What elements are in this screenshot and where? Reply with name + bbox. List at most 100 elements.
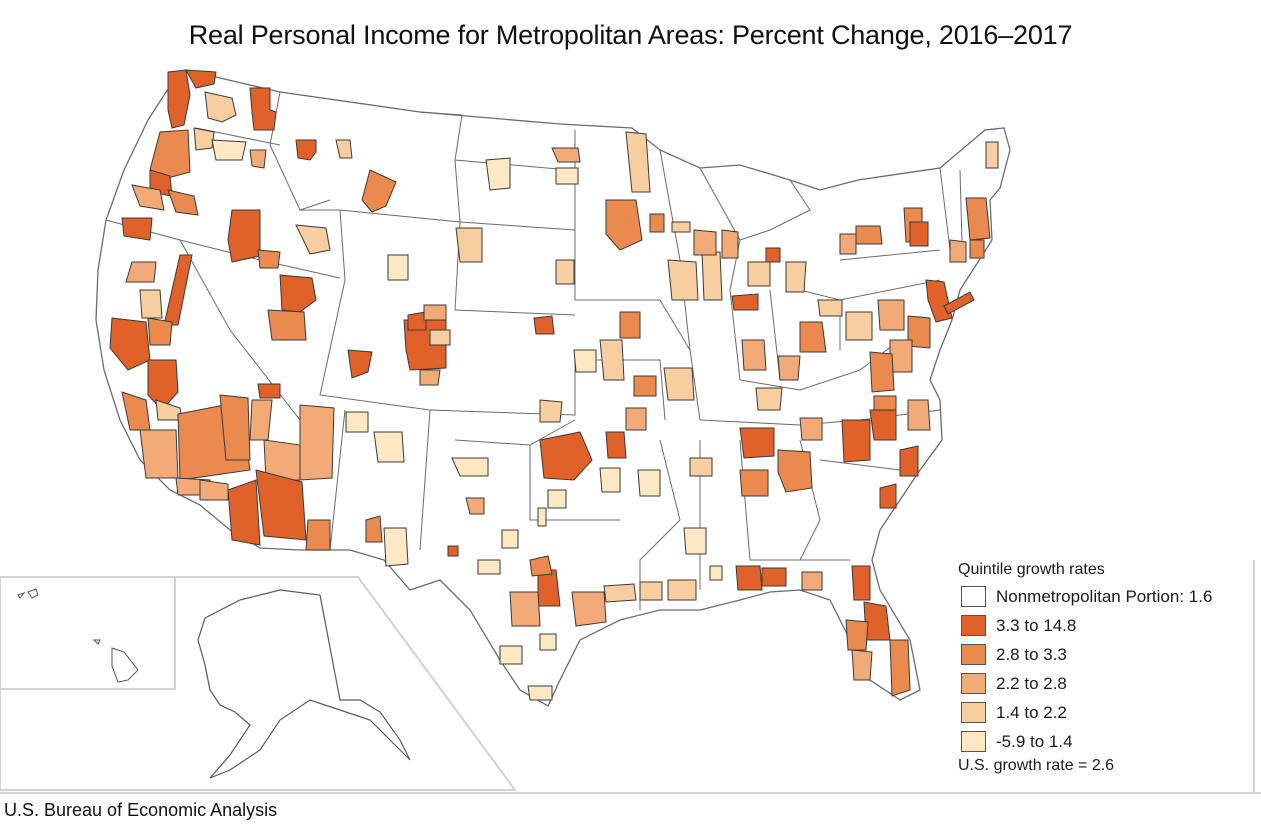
metro-area-harrisburg bbox=[877, 299, 905, 331]
legend-swatch-class-1 bbox=[961, 615, 986, 636]
metro-area-las-vegas bbox=[219, 394, 251, 461]
legend-item-class-5: -5.9 to 1.4 bbox=[958, 727, 1258, 756]
metro-area-wy-casper bbox=[455, 227, 483, 263]
metro-area-boise bbox=[227, 209, 261, 263]
metro-area-mobile bbox=[735, 565, 763, 591]
metro-area-rochester-ny bbox=[855, 225, 883, 245]
metro-area-missoula bbox=[295, 139, 317, 161]
metro-area-louisville bbox=[755, 387, 783, 411]
metro-area-long-island bbox=[943, 291, 975, 315]
legend-label: 3.3 to 14.8 bbox=[996, 615, 1077, 635]
metro-area-tampa bbox=[845, 619, 869, 651]
metro-area-dc bbox=[869, 351, 895, 393]
metro-area-sf-bay bbox=[109, 317, 151, 371]
metro-area-corpus bbox=[499, 645, 523, 665]
metro-area-abilene bbox=[477, 559, 501, 575]
metro-area-utah-stgeorge bbox=[257, 383, 281, 399]
metro-area-syracuse bbox=[909, 221, 929, 247]
metro-area-ut-east bbox=[347, 349, 373, 379]
legend-item-class-4: 1.4 to 2.2 bbox=[958, 698, 1258, 727]
metro-area-colorado-springs bbox=[419, 369, 441, 386]
metro-area-omaha bbox=[533, 315, 555, 335]
metro-area-tri-cities bbox=[193, 127, 215, 151]
metro-area-tallahassee bbox=[801, 571, 823, 591]
metro-area-raleigh bbox=[869, 409, 897, 441]
metro-area-la bbox=[139, 429, 179, 479]
metro-area-yakima bbox=[211, 139, 247, 161]
metro-area-albuquerque bbox=[345, 411, 369, 433]
metro-area-amarillo bbox=[451, 457, 489, 477]
metro-area-santa-fe bbox=[373, 431, 405, 463]
metro-area-odessa bbox=[447, 545, 459, 557]
metro-area-providence bbox=[969, 239, 985, 259]
metro-area-phoenix bbox=[255, 469, 307, 541]
metro-area-idaho-falls bbox=[295, 224, 331, 255]
metro-area-milwaukee bbox=[721, 229, 739, 259]
metro-area-boulder bbox=[407, 311, 427, 331]
metro-area-detroit bbox=[785, 261, 807, 293]
source-credit: U.S. Bureau of Economic Analysis bbox=[4, 800, 278, 820]
metro-area-lubbock bbox=[465, 497, 485, 515]
metro-area-sandiego-2 bbox=[199, 479, 229, 501]
metro-area-tulsa bbox=[625, 407, 647, 431]
metro-area-tyler bbox=[605, 431, 627, 459]
metro-area-fl-gulf bbox=[851, 649, 873, 681]
metro-area-buffalo bbox=[839, 233, 857, 255]
metro-area-wa-east bbox=[204, 91, 237, 123]
metro-area-wa-north bbox=[185, 69, 217, 89]
metro-area-las-cruces bbox=[365, 515, 383, 543]
legend-item-class-2: 2.8 to 3.3 bbox=[958, 640, 1258, 669]
metro-area-des-moines bbox=[619, 311, 641, 339]
metro-area-wy-cheyenne bbox=[387, 254, 409, 281]
metro-area-st-louis bbox=[663, 367, 695, 401]
metro-area-nm-northwest bbox=[299, 404, 335, 481]
hawaii-inset bbox=[0, 576, 176, 690]
legend-label: -5.9 to 1.4 bbox=[996, 731, 1073, 751]
legend-item-class-3: 2.2 to 2.8 bbox=[958, 669, 1258, 698]
map-title: Real Personal Income for Metropolitan Ar… bbox=[188, 20, 1073, 50]
metro-area-sacramento bbox=[147, 317, 173, 346]
metro-area-nv-small bbox=[125, 261, 157, 283]
legend-title: Quintile growth rates bbox=[958, 561, 1105, 578]
right-divider bbox=[1253, 560, 1255, 794]
legend-label: Nonmetropolitan Portion: 1.6 bbox=[996, 586, 1213, 606]
metro-area-okla-small bbox=[547, 489, 567, 509]
metro-area-gary bbox=[731, 293, 759, 311]
metro-area-madison bbox=[693, 229, 717, 256]
metro-area-billings bbox=[361, 169, 397, 213]
metro-area-columbus-oh bbox=[799, 321, 827, 353]
metro-area-knoxville bbox=[799, 417, 823, 441]
metro-area-va-beach bbox=[907, 399, 931, 431]
metro-area-twinfalls bbox=[257, 249, 281, 269]
metro-area-iowa-east bbox=[667, 259, 699, 301]
metro-area-sioux-falls bbox=[555, 259, 575, 285]
metro-area-birmingham bbox=[739, 469, 769, 497]
metro-area-ok-city bbox=[539, 399, 563, 423]
metro-area-hartford bbox=[949, 239, 967, 263]
legend-label: 2.8 to 3.3 bbox=[996, 644, 1067, 664]
legend-item-nonmetro: Nonmetropolitan Portion: 1.6 bbox=[958, 582, 1258, 611]
metro-area-nc-coast bbox=[899, 445, 919, 477]
metro-area-indianapolis bbox=[741, 339, 767, 371]
metro-area-wichita bbox=[573, 349, 597, 373]
metro-area-cincinnati bbox=[777, 355, 801, 381]
legend-swatch-class-2 bbox=[961, 644, 986, 665]
metro-area-mn-duluth bbox=[625, 131, 651, 193]
metro-area-lewiston bbox=[249, 149, 267, 169]
metro-area-tucson bbox=[227, 479, 261, 546]
metro-area-philadelphia bbox=[907, 315, 931, 349]
metro-area-shreveport bbox=[599, 467, 621, 493]
metro-area-boston bbox=[965, 197, 991, 241]
metro-area-charleston bbox=[879, 483, 897, 509]
legend-swatch-class-3 bbox=[961, 673, 986, 694]
metro-area-fresno bbox=[147, 359, 179, 411]
metro-area-prescott bbox=[263, 439, 301, 481]
metro-area-salt-lake bbox=[279, 274, 317, 313]
metro-area-flint bbox=[765, 247, 781, 263]
metro-area-eugene bbox=[131, 184, 165, 211]
metro-area-memphis bbox=[689, 457, 713, 477]
metro-area-yuma-az bbox=[305, 519, 331, 551]
metro-area-maine-portland bbox=[985, 141, 999, 169]
metro-area-houston bbox=[571, 591, 607, 627]
metro-area-new-orleans bbox=[667, 579, 697, 601]
